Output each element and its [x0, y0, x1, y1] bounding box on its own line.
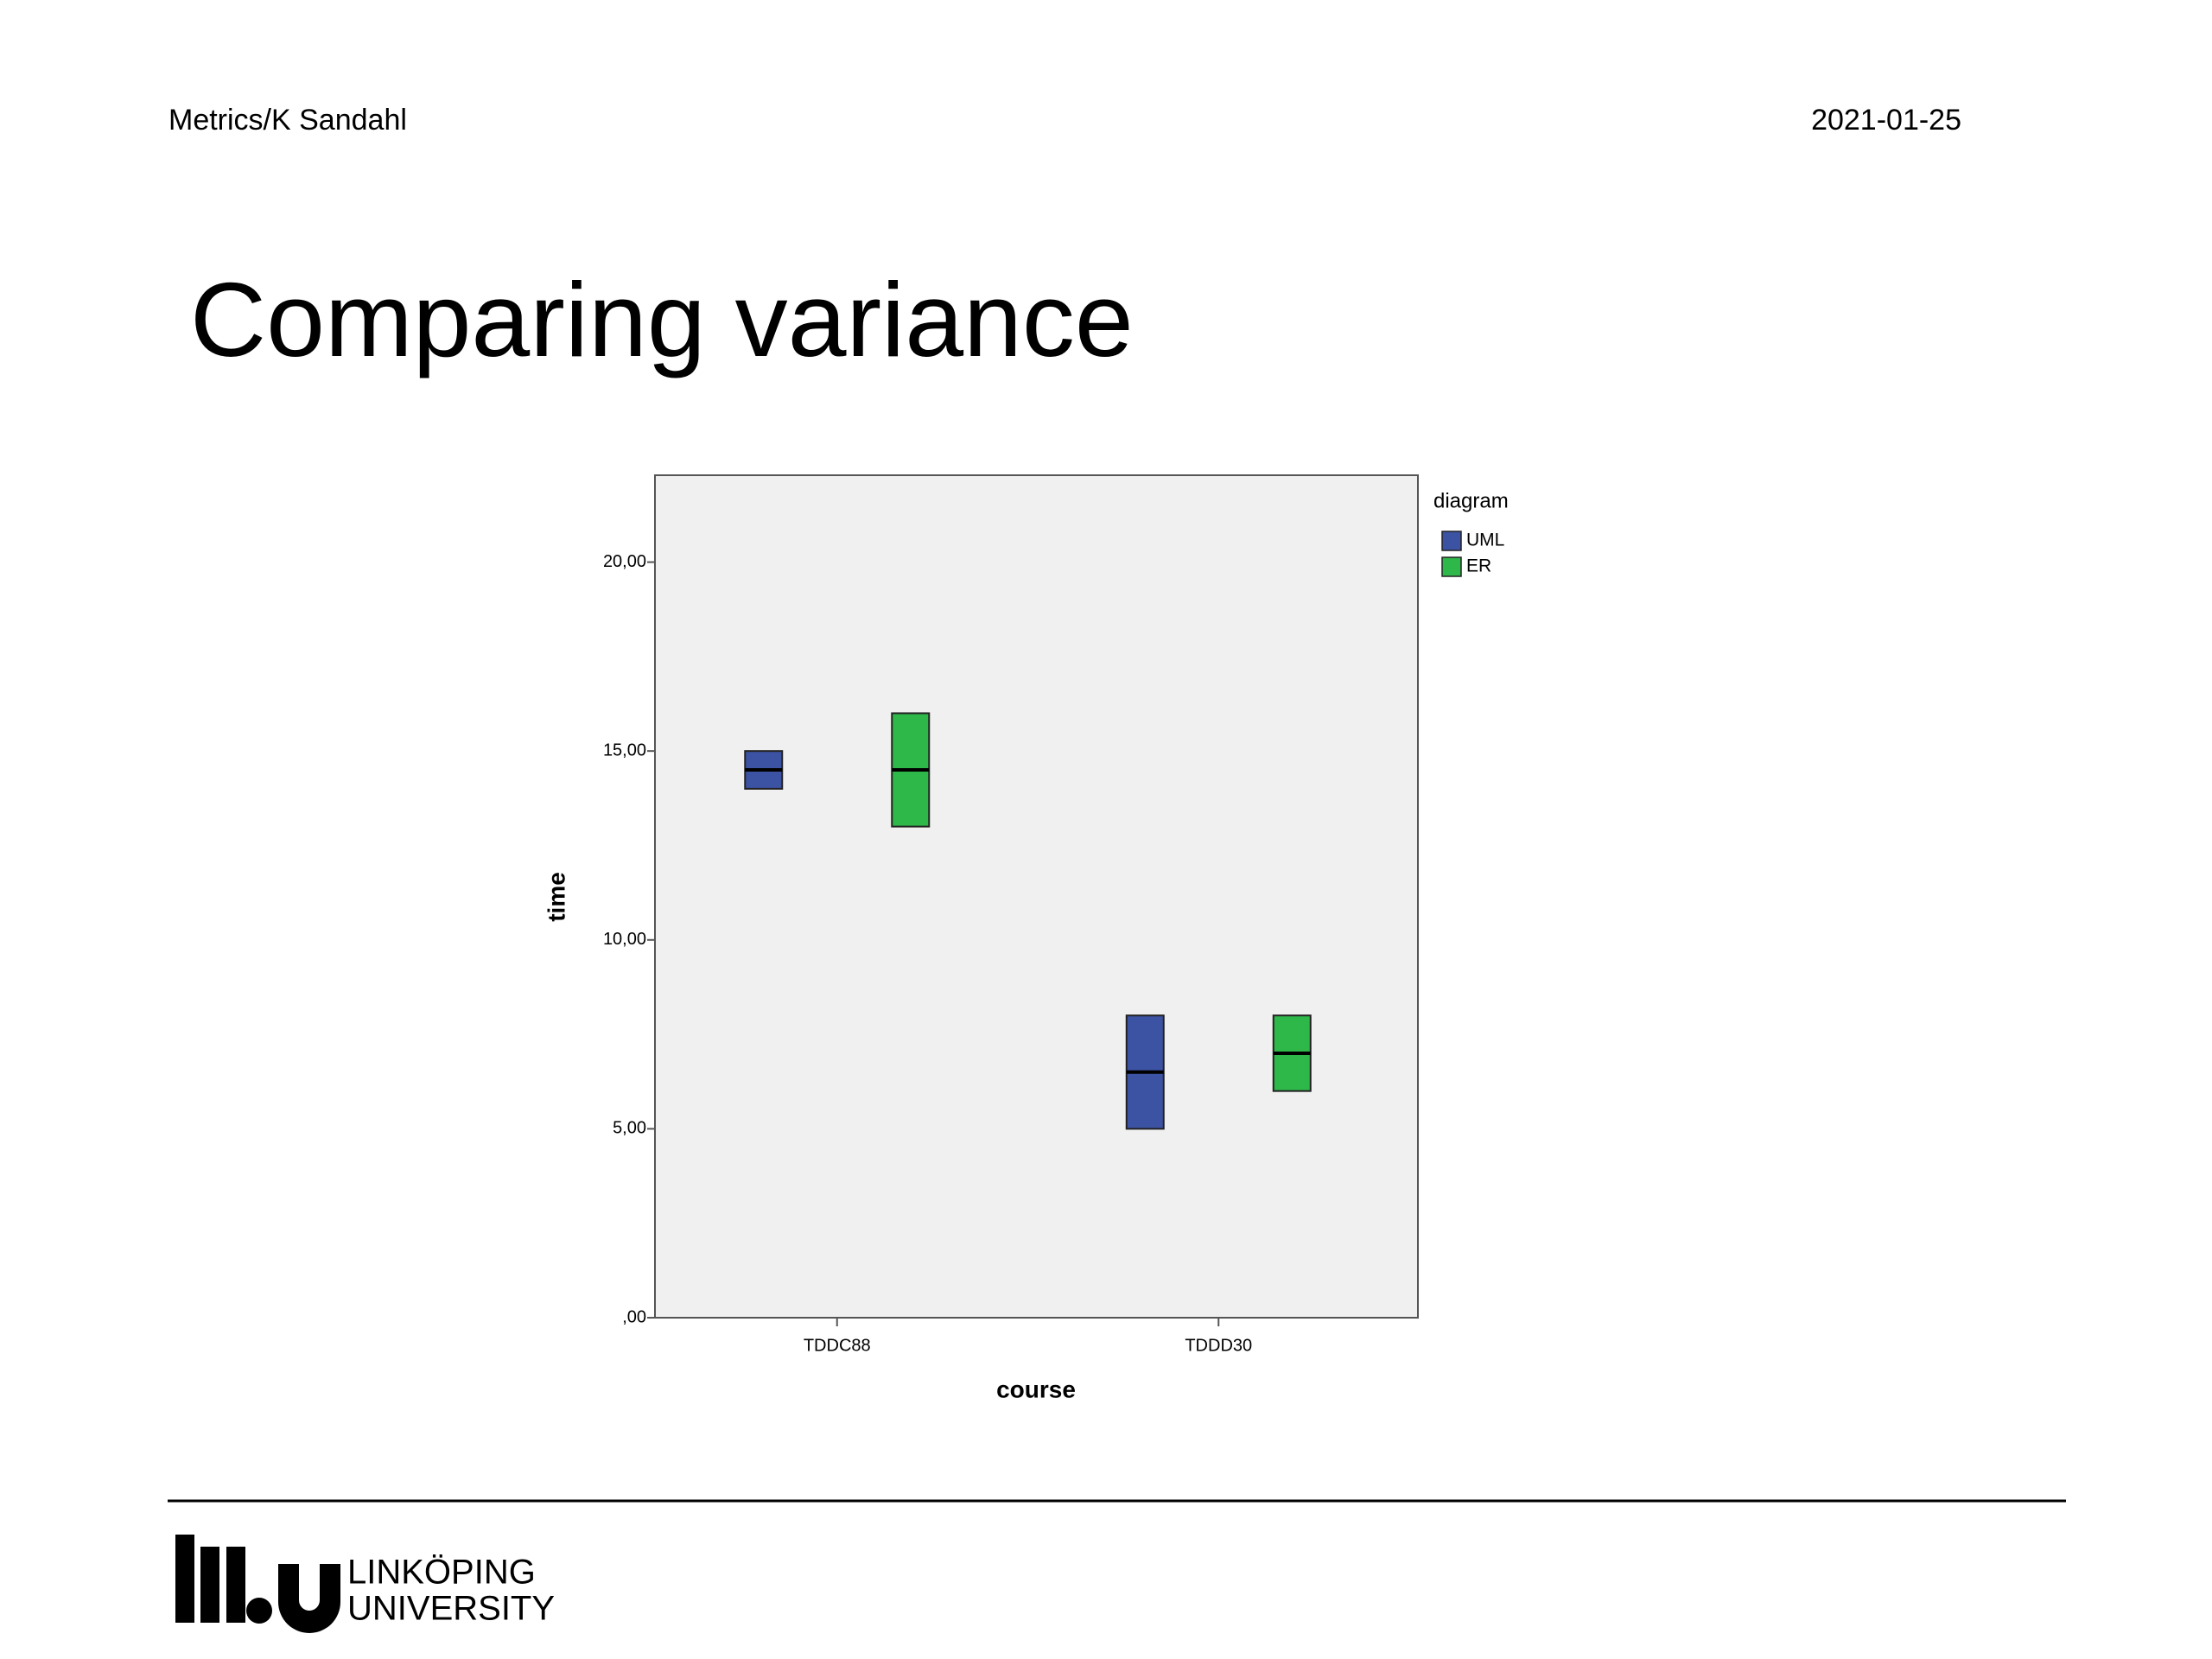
y-tick-label: 15,00: [603, 741, 646, 760]
header-left: Metrics/K Sandahl: [168, 104, 407, 137]
logo-mark: [175, 1535, 340, 1633]
y-axis-label: time: [543, 872, 569, 922]
y-tick-label: 5,00: [613, 1119, 646, 1138]
logo-line2: UNIVERSITY: [347, 1590, 555, 1628]
y-tick-label: 10,00: [603, 930, 646, 949]
legend-label: UML: [1466, 531, 1504, 550]
legend-swatch: [1441, 556, 1462, 577]
x-axis-label: course: [996, 1376, 1076, 1402]
y-tick-label: ,00: [622, 1307, 646, 1326]
x-tick-label: TDDC88: [804, 1336, 871, 1355]
legend-title: diagram: [1433, 489, 1509, 512]
y-tick-label: 20,00: [603, 552, 646, 571]
plot-area: [654, 474, 1419, 1319]
logo-line1: LINKÖPING: [347, 1554, 536, 1592]
legend-swatch: [1441, 531, 1462, 551]
x-tick-label: TDDD30: [1185, 1336, 1252, 1355]
slide-title: Comparing variance: [190, 261, 1134, 378]
header-right: 2021-01-25: [1811, 104, 1961, 137]
legend-label: ER: [1466, 556, 1491, 576]
